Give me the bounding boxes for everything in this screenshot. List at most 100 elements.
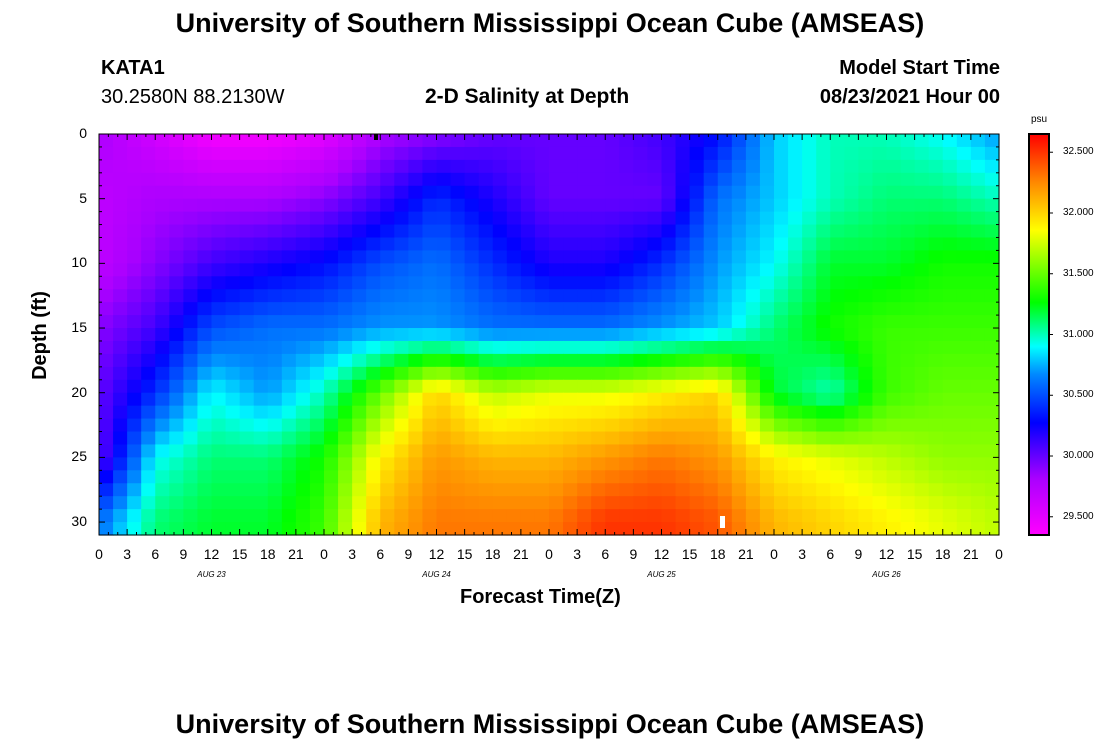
heatmap-cell bbox=[886, 496, 902, 510]
heatmap-cell bbox=[492, 250, 508, 264]
heatmap-cell bbox=[534, 509, 550, 523]
heatmap-cell bbox=[267, 146, 283, 161]
heatmap-cell bbox=[591, 172, 606, 187]
heatmap-cell bbox=[324, 509, 339, 523]
heatmap-cell bbox=[675, 340, 691, 355]
heatmap-cell bbox=[211, 211, 227, 226]
heatmap-cell bbox=[99, 237, 114, 252]
colorbar bbox=[1028, 133, 1050, 536]
heatmap-cell bbox=[99, 289, 114, 303]
heatmap-cell bbox=[914, 483, 930, 497]
heatmap-cell bbox=[956, 431, 972, 446]
heatmap-cell bbox=[113, 392, 128, 407]
heatmap-cell bbox=[703, 224, 719, 239]
y-tick-label: 0 bbox=[79, 125, 87, 141]
heatmap-cell bbox=[422, 444, 438, 458]
heatmap-cell bbox=[408, 328, 424, 342]
heatmap-cell bbox=[731, 405, 747, 420]
heatmap-cell bbox=[970, 418, 986, 433]
heatmap-cell bbox=[380, 224, 395, 239]
heatmap-cell bbox=[549, 159, 564, 174]
heatmap-cell bbox=[534, 302, 550, 316]
heatmap-cell bbox=[549, 289, 564, 303]
x-tick-label: 15 bbox=[231, 546, 248, 562]
heatmap-cell bbox=[127, 366, 142, 381]
heatmap-cell bbox=[900, 237, 916, 252]
heatmap-cell bbox=[169, 483, 184, 497]
heatmap-cell bbox=[422, 418, 438, 433]
heatmap-cell bbox=[478, 237, 494, 252]
heatmap-cell bbox=[745, 328, 761, 342]
heatmap-cell bbox=[872, 328, 888, 342]
heatmap-cell bbox=[506, 431, 522, 446]
heatmap-cell bbox=[155, 159, 170, 174]
heatmap-cell bbox=[577, 431, 592, 446]
heatmap-cell bbox=[352, 470, 367, 484]
heatmap-cell bbox=[239, 470, 255, 484]
heatmap-cell bbox=[745, 250, 761, 264]
heatmap-cell bbox=[970, 198, 986, 213]
x-tick-label: 0 bbox=[995, 546, 1003, 562]
heatmap-cell bbox=[591, 224, 606, 239]
heatmap-cell bbox=[197, 405, 213, 420]
heatmap-cell bbox=[675, 134, 691, 148]
heatmap-cell bbox=[352, 328, 367, 342]
heatmap-cell bbox=[759, 444, 775, 458]
heatmap-cell bbox=[366, 263, 381, 277]
heatmap-cell bbox=[267, 289, 283, 303]
heatmap-cell bbox=[984, 340, 1000, 355]
heatmap-cell bbox=[450, 366, 466, 381]
day-label: AUG 25 bbox=[647, 570, 676, 579]
heatmap-cell bbox=[169, 496, 184, 510]
heatmap-cell bbox=[731, 444, 747, 458]
heatmap-cell bbox=[492, 172, 508, 187]
heatmap-cell bbox=[211, 405, 227, 420]
heatmap-cell bbox=[211, 457, 227, 471]
heatmap-cell bbox=[886, 340, 902, 355]
heatmap-cell bbox=[169, 444, 184, 458]
heatmap-cell bbox=[774, 418, 789, 433]
heatmap-cell bbox=[802, 134, 817, 148]
heatmap-cell bbox=[802, 289, 817, 303]
heatmap-cell bbox=[239, 302, 255, 316]
heatmap-cell bbox=[141, 328, 156, 342]
heatmap-cell bbox=[436, 134, 452, 148]
heatmap-cell bbox=[520, 496, 536, 510]
heatmap-cell bbox=[802, 444, 817, 458]
heatmap-cell bbox=[408, 509, 424, 523]
heatmap-cell bbox=[197, 198, 213, 213]
heatmap-cell bbox=[450, 198, 466, 213]
heatmap-cell bbox=[492, 302, 508, 316]
heatmap-cell bbox=[408, 496, 424, 510]
heatmap-cell bbox=[197, 172, 213, 187]
heatmap-cell bbox=[183, 263, 199, 277]
heatmap-cell bbox=[169, 379, 184, 394]
heatmap-cell bbox=[619, 276, 634, 290]
heatmap-cell bbox=[450, 237, 466, 252]
heatmap-cell bbox=[324, 211, 339, 226]
heatmap-cell bbox=[802, 470, 817, 484]
heatmap-cell bbox=[984, 276, 1000, 290]
heatmap-cell bbox=[534, 405, 550, 420]
heatmap-cell bbox=[534, 379, 550, 394]
heatmap-cell bbox=[928, 263, 944, 277]
heatmap-cell bbox=[802, 340, 817, 355]
heatmap-cell bbox=[127, 431, 142, 446]
heatmap-cell bbox=[380, 198, 395, 213]
heatmap-cell bbox=[605, 483, 620, 497]
heatmap-cell bbox=[492, 379, 508, 394]
heatmap-cell bbox=[830, 496, 845, 510]
heatmap-cell bbox=[759, 418, 775, 433]
heatmap-cell bbox=[647, 172, 663, 187]
heatmap-cell bbox=[506, 250, 522, 264]
heatmap-cell bbox=[478, 496, 494, 510]
heatmap-cell bbox=[366, 418, 381, 433]
colorbar-label: 32.000 bbox=[1063, 206, 1094, 218]
heatmap-cell bbox=[520, 159, 536, 174]
heatmap-cell bbox=[591, 159, 606, 174]
heatmap-cell bbox=[633, 276, 649, 290]
heatmap-cell bbox=[225, 340, 241, 355]
heatmap-cell bbox=[338, 237, 353, 252]
heatmap-cell bbox=[619, 224, 634, 239]
heatmap-cell bbox=[970, 496, 986, 510]
